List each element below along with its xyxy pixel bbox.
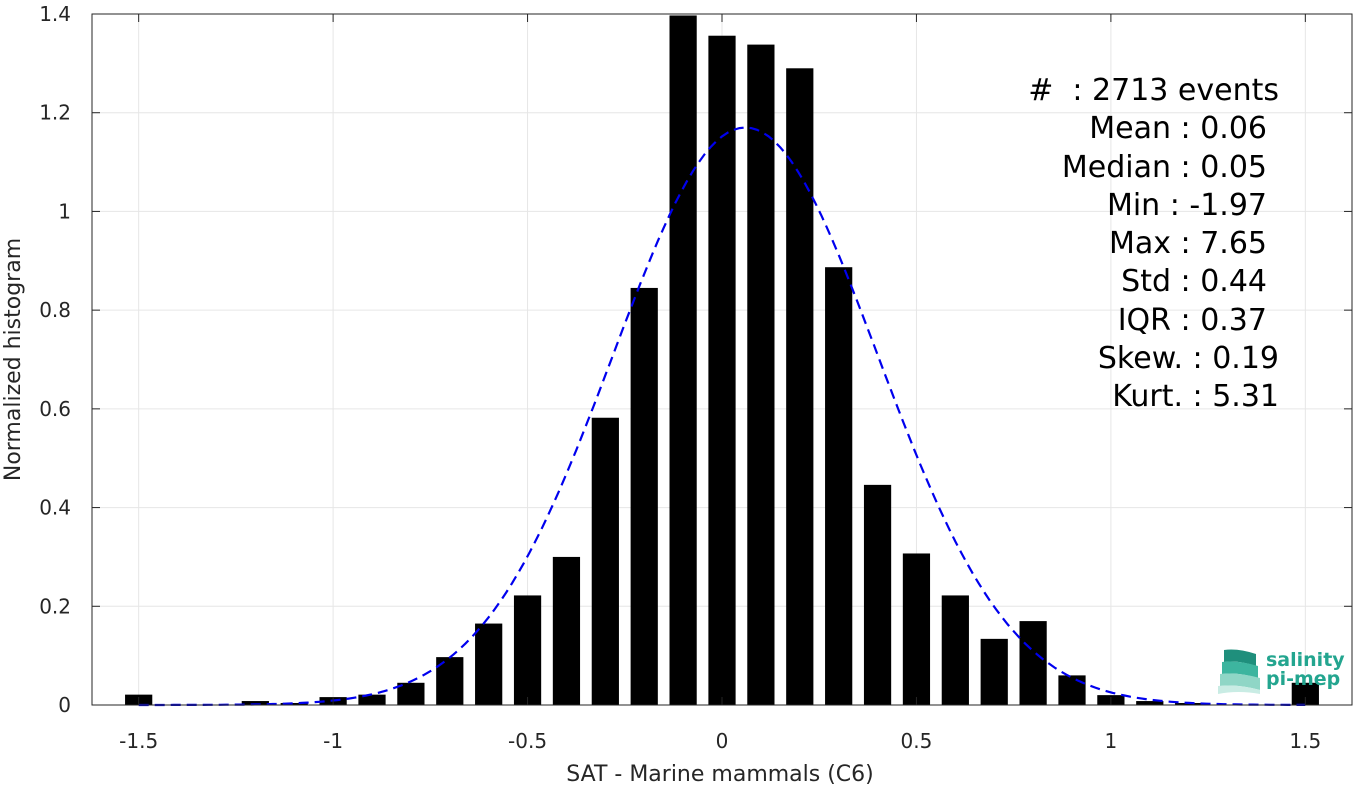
y-axis-label: Normalized histogram bbox=[1, 238, 26, 481]
x-axis-label: SAT - Marine mammals (C6) bbox=[566, 762, 874, 785]
histogram-bar bbox=[902, 553, 931, 705]
histogram-bar bbox=[552, 556, 581, 705]
x-tick-label: -1 bbox=[323, 729, 343, 753]
logo-wave-icon bbox=[1218, 649, 1260, 694]
x-tick-label: -0.5 bbox=[508, 729, 547, 753]
x-tick-label: 1 bbox=[1105, 729, 1118, 753]
y-tick-label: 1.4 bbox=[39, 2, 71, 26]
histogram-bar bbox=[1019, 621, 1047, 705]
y-tick-label: 0.2 bbox=[39, 594, 71, 618]
histogram-bar bbox=[1136, 701, 1164, 705]
stat-median: Median : 0.05 bbox=[1061, 149, 1267, 185]
histogram-bar bbox=[980, 638, 1008, 705]
histogram-bar bbox=[786, 68, 814, 706]
x-tick-label: 1.5 bbox=[1289, 729, 1321, 753]
statistics-annotation: # : 2713 events Mean : 0.06 Median : 0.0… bbox=[1028, 72, 1279, 417]
x-tick-labels: -1.5 -1 -0.5 0 0.5 1 1.5 bbox=[119, 729, 1321, 753]
histogram-bar bbox=[863, 484, 892, 705]
stat-skew: Skew. : 0.19 bbox=[1097, 341, 1279, 377]
histogram-bar bbox=[747, 44, 775, 705]
histogram-bar bbox=[1291, 682, 1319, 705]
y-tick-labels: 0 0.2 0.4 0.6 0.8 1 1.2 1.4 bbox=[39, 2, 71, 717]
histogram-bar bbox=[630, 287, 658, 705]
histogram-bar bbox=[513, 595, 542, 705]
histogram-bar bbox=[669, 15, 697, 706]
histogram-bar bbox=[241, 701, 269, 705]
y-tick-label: 0 bbox=[58, 693, 71, 717]
histogram-bar bbox=[941, 595, 969, 705]
stat-mean: Mean : 0.06 bbox=[1089, 111, 1267, 147]
x-tick-label: -1.5 bbox=[119, 729, 158, 753]
histogram-bar bbox=[397, 682, 425, 705]
stat-kurt: Kurt. : 5.31 bbox=[1112, 379, 1279, 415]
y-tick-label: 0.4 bbox=[39, 496, 71, 520]
stat-events: # : 2713 events bbox=[1028, 73, 1279, 108]
salinity-pi-mep-logo: salinity pi-mep bbox=[1216, 644, 1346, 696]
stat-max: Max : 7.65 bbox=[1109, 226, 1267, 262]
histogram-bar bbox=[708, 35, 736, 705]
y-tick-label: 0.6 bbox=[39, 397, 71, 421]
histogram-bars bbox=[125, 15, 1319, 706]
x-tick-label: 0.5 bbox=[901, 729, 933, 753]
logo-text-line1: salinity bbox=[1266, 649, 1345, 671]
stat-min: Min : -1.97 bbox=[1106, 187, 1267, 223]
stat-iqr: IQR : 0.37 bbox=[1117, 302, 1267, 338]
histogram-bar bbox=[1058, 675, 1086, 705]
histogram-bar bbox=[1175, 703, 1203, 705]
histogram-bar bbox=[358, 694, 386, 705]
y-tick-label: 0.8 bbox=[39, 298, 71, 322]
histogram-bar bbox=[280, 703, 308, 705]
y-tick-label: 1.2 bbox=[39, 101, 71, 125]
histogram-bar bbox=[825, 267, 853, 705]
stat-std: Std : 0.44 bbox=[1121, 264, 1267, 300]
histogram-bar bbox=[591, 417, 619, 705]
axis-ticks bbox=[92, 13, 1352, 706]
x-tick-label: 0 bbox=[716, 729, 729, 753]
y-tick-label: 1 bbox=[58, 199, 71, 223]
histogram-bar bbox=[475, 623, 503, 705]
logo-text-line2: pi-mep bbox=[1266, 668, 1341, 690]
